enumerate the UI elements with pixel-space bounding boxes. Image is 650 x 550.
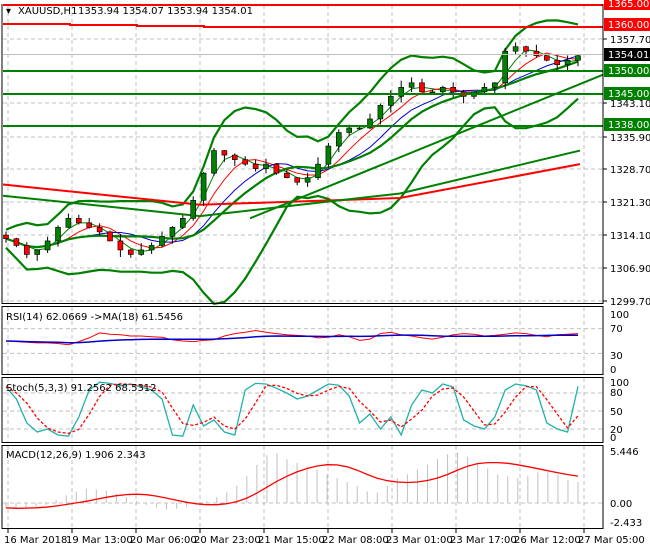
rsi-tick: 100 bbox=[610, 310, 629, 321]
stoch-tick: 80 bbox=[610, 388, 623, 399]
time-tick: 23 Mar 17:00 bbox=[450, 535, 517, 546]
rsi-tick: 70 bbox=[610, 324, 623, 335]
stochastic-panel[interactable]: Stoch(5,3,3) 91.2562 68.5312 100 80 50 2… bbox=[1, 377, 629, 444]
macd-label: MACD(12,26,9) 1.906 2.343 bbox=[6, 450, 146, 461]
stoch-tick: 20 bbox=[610, 425, 623, 436]
price-axis: 1357.70 1343.10 1335.90 1328.70 1321.30 … bbox=[603, 0, 650, 308]
svg-text:1350.00: 1350.00 bbox=[608, 66, 649, 77]
rsi-panel[interactable]: RSI(14) 62.0669 ->MA(18) 61.5456 100 70 … bbox=[1, 306, 629, 376]
price-tick: 1343.10 bbox=[610, 99, 650, 110]
macd-panel[interactable]: MACD(12,26,9) 1.906 2.343 5.446 0.00 -2.… bbox=[1, 445, 642, 529]
macd-tick: -2.433 bbox=[610, 518, 642, 529]
level-tag-1365: 1365.00 bbox=[604, 0, 650, 10]
svg-text:1360.00: 1360.00 bbox=[608, 20, 649, 31]
svg-text:1338.00: 1338.00 bbox=[608, 120, 649, 131]
price-tick: 1328.70 bbox=[610, 165, 650, 176]
macd-tick: 5.446 bbox=[610, 447, 639, 458]
time-axis: 16 Mar 2018 19 Mar 13:00 20 Mar 06:00 20… bbox=[4, 529, 645, 546]
level-tag-1350: 1350.00 bbox=[604, 64, 650, 77]
ohlc-values: 1353.94 1354.07 1353.94 1354.01 bbox=[78, 6, 253, 17]
rsi-tick: 0 bbox=[610, 365, 616, 376]
rsi-tick: 30 bbox=[610, 351, 623, 362]
symbol-label: XAUUSD,H1 bbox=[18, 6, 77, 17]
price-tick: 1306.90 bbox=[610, 264, 650, 275]
time-tick: 20 Mar 23:00 bbox=[194, 535, 261, 546]
stoch-label: Stoch(5,3,3) 91.2562 68.5312 bbox=[6, 383, 157, 394]
level-tag-1345: 1345.00 bbox=[604, 87, 650, 100]
time-tick: 20 Mar 06:00 bbox=[130, 535, 197, 546]
time-tick: 19 Mar 13:00 bbox=[66, 535, 133, 546]
price-tick: 1321.30 bbox=[610, 198, 650, 209]
rsi-label: RSI(14) 62.0669 ->MA(18) 61.5456 bbox=[6, 312, 183, 323]
time-tick: 21 Mar 15:00 bbox=[258, 535, 325, 546]
price-tick: 1314.10 bbox=[610, 231, 650, 242]
stoch-tick: 50 bbox=[610, 407, 623, 418]
stoch-tick: 100 bbox=[610, 378, 629, 389]
svg-text:1345.00: 1345.00 bbox=[608, 89, 649, 100]
price-tick: 1299.70 bbox=[610, 297, 650, 308]
price-tick: 1357.70 bbox=[610, 35, 650, 46]
price-panel[interactable]: ▾ XAUUSD,H1 1353.94 1354.07 1353.94 1354… bbox=[1, 4, 604, 305]
time-tick: 27 Mar 05:00 bbox=[578, 535, 645, 546]
current-price-tag: 1354.01 bbox=[604, 48, 650, 61]
time-tick: 22 Mar 08:00 bbox=[322, 535, 389, 546]
time-tick: 16 Mar 2018 bbox=[4, 535, 67, 546]
svg-text:1354.01: 1354.01 bbox=[608, 50, 649, 61]
time-tick: 26 Mar 12:00 bbox=[514, 535, 581, 546]
macd-tick: 0.00 bbox=[610, 499, 632, 510]
level-tag-1360: 1360.00 bbox=[604, 18, 650, 31]
price-tick: 1335.90 bbox=[610, 133, 650, 144]
stoch-tick: 0 bbox=[610, 433, 616, 444]
time-tick: 23 Mar 01:00 bbox=[386, 535, 453, 546]
dropdown-arrow-icon[interactable]: ▾ bbox=[6, 6, 11, 17]
svg-text:1365.00: 1365.00 bbox=[608, 0, 649, 10]
level-tag-1338: 1338.00 bbox=[604, 118, 650, 131]
